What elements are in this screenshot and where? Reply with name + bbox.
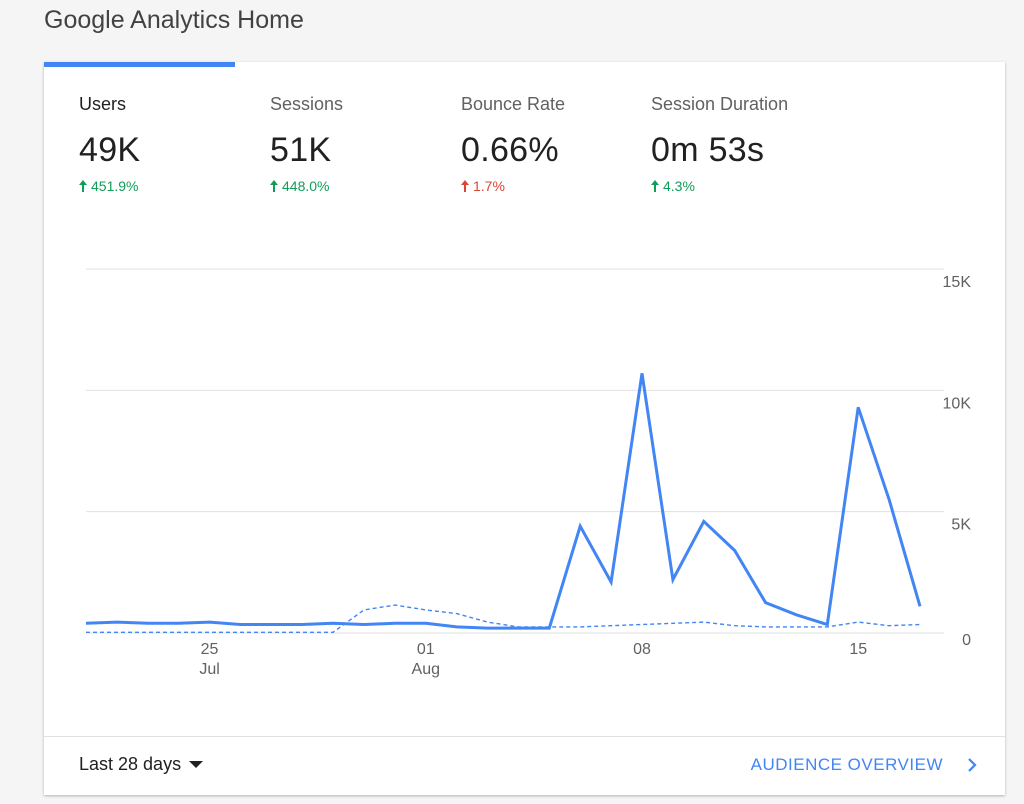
chevron-right-icon — [968, 758, 977, 772]
metric-session-duration[interactable]: Session Duration 0m 53s 4.3% — [651, 94, 788, 194]
metric-change-value: 451.9% — [91, 178, 139, 194]
metric-change: 1.7% — [461, 178, 565, 194]
metric-label: Users — [79, 94, 127, 114]
x-tick-month-label: Aug — [412, 661, 440, 678]
analytics-card: Users 49K 451.9% Sessions 51K 448.0% Bou… — [44, 62, 1005, 795]
arrow-up-icon — [270, 180, 278, 192]
date-range-label: Last 28 days — [79, 754, 182, 774]
date-range-dropdown[interactable]: Last 28 days — [79, 754, 204, 775]
metric-value: 49K — [79, 131, 141, 169]
y-tick-label: 10K — [943, 395, 972, 412]
metric-label: Bounce Rate — [461, 94, 566, 114]
active-tab-indicator — [44, 62, 235, 67]
metric-label: Session Duration — [651, 94, 789, 114]
audience-overview-link[interactable]: AUDIENCE OVERVIEW — [751, 755, 977, 775]
audience-overview-label: AUDIENCE OVERVIEW — [750, 755, 943, 774]
metric-value: 51K — [270, 131, 332, 169]
metric-users[interactable]: Users 49K 451.9% — [79, 94, 140, 194]
metric-change-value: 1.7% — [473, 178, 505, 194]
x-tick-label: 01 — [417, 641, 435, 658]
y-tick-label: 5K — [951, 517, 971, 534]
metric-change: 448.0% — [270, 178, 343, 194]
x-tick-label: 08 — [633, 641, 651, 658]
series-line-current-period — [85, 373, 922, 630]
metric-change: 4.3% — [651, 178, 788, 194]
metric-value: 0m 53s — [651, 131, 765, 169]
y-tick-label: 0 — [962, 632, 971, 649]
line-chart: 15K 10K 5K 0 25 Jul 01 Aug 08 15 — [85, 268, 972, 678]
arrow-up-icon — [461, 180, 469, 192]
page-title: Google Analytics Home — [44, 6, 304, 34]
metric-change: 451.9% — [79, 178, 140, 194]
y-tick-label: 15K — [943, 274, 972, 291]
x-tick-label: 25 — [201, 641, 219, 658]
arrow-up-icon — [651, 180, 659, 192]
metric-label: Sessions — [270, 94, 344, 114]
metric-bounce-rate[interactable]: Bounce Rate 0.66% 1.7% — [461, 94, 565, 194]
metric-value: 0.66% — [461, 131, 559, 169]
x-tick-month-label: Jul — [199, 661, 219, 678]
x-tick-label: 15 — [849, 641, 867, 658]
caret-down-icon — [189, 761, 204, 768]
metric-sessions[interactable]: Sessions 51K 448.0% — [270, 94, 343, 194]
metric-change-value: 4.3% — [663, 178, 695, 194]
metric-change-value: 448.0% — [282, 178, 330, 194]
footer-divider — [44, 736, 1005, 737]
arrow-up-icon — [79, 180, 87, 192]
